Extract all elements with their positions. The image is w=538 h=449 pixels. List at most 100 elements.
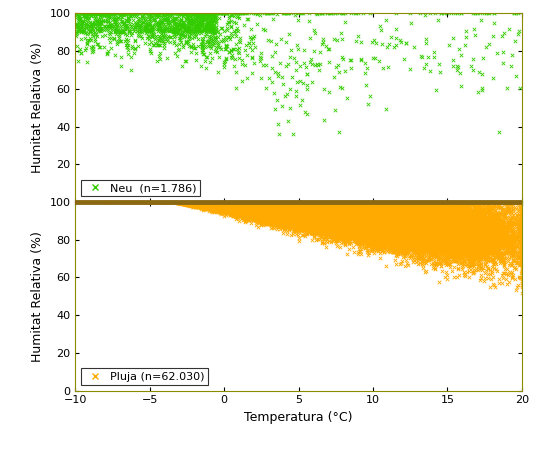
Point [398,204,406,211]
Point [414,198,422,206]
Point [323,228,332,235]
Point [393,198,402,206]
Point [260,198,269,206]
Point [116,12,125,19]
Point [456,240,465,247]
Point [328,220,337,227]
Point [270,198,278,206]
Point [142,10,151,17]
Point [251,200,259,207]
Point [271,207,279,214]
Point [324,214,332,221]
Point [261,198,270,206]
Point [325,215,334,222]
Point [328,207,337,214]
Point [430,198,439,206]
Point [415,230,423,237]
Point [229,199,237,207]
Point [401,212,410,220]
Point [337,232,345,239]
Point [247,198,256,206]
Point [391,198,399,206]
Point [305,218,313,225]
Point [435,198,443,206]
Point [363,198,371,206]
Point [374,245,383,252]
Point [504,215,512,222]
Point [266,205,275,212]
Point [322,198,330,206]
Point [273,198,282,206]
Point [337,217,346,224]
Point [235,198,244,206]
Point [372,223,380,230]
Point [411,198,420,206]
Point [224,207,232,214]
Point [351,209,359,216]
Point [297,218,306,225]
Point [251,198,259,206]
Point [470,198,479,206]
Point [471,255,479,262]
Point [458,252,466,260]
Point [391,233,400,241]
Point [350,198,358,206]
Point [305,211,313,218]
Point [377,224,386,231]
Point [247,198,256,206]
Point [243,201,251,208]
Point [368,211,377,218]
Point [280,205,289,212]
Point [268,212,277,220]
Point [300,227,309,234]
Point [357,224,366,231]
Point [442,206,450,213]
Point [221,202,230,210]
Point [417,217,426,224]
Point [275,198,284,206]
Point [298,209,307,216]
Point [197,198,206,206]
Point [456,198,464,206]
Point [303,209,312,216]
Point [180,199,188,206]
Point [257,207,266,215]
Point [261,198,270,206]
Point [369,209,378,216]
Point [301,208,309,215]
Point [384,198,392,206]
Point [443,239,452,247]
Point [296,198,305,206]
Point [305,211,313,218]
Point [321,198,330,206]
Point [360,198,369,206]
Point [379,239,388,246]
Point [295,212,304,220]
Point [455,202,463,209]
Point [222,205,231,212]
Point [286,198,295,206]
Point [244,202,253,209]
Point [208,201,217,208]
Point [395,225,404,233]
Point [298,216,306,223]
Point [465,198,474,206]
Point [404,198,413,206]
Point [422,226,430,233]
Point [307,219,316,226]
Point [388,243,397,251]
Point [236,198,245,206]
Point [379,203,388,210]
Point [435,198,443,206]
Point [399,198,407,206]
Point [188,200,197,207]
Point [433,245,441,252]
Point [300,210,308,217]
Point [244,206,252,213]
Point [455,212,464,220]
Point [305,210,313,217]
Point [256,202,264,209]
Point [351,198,360,206]
Point [419,225,428,233]
Point [374,218,383,225]
